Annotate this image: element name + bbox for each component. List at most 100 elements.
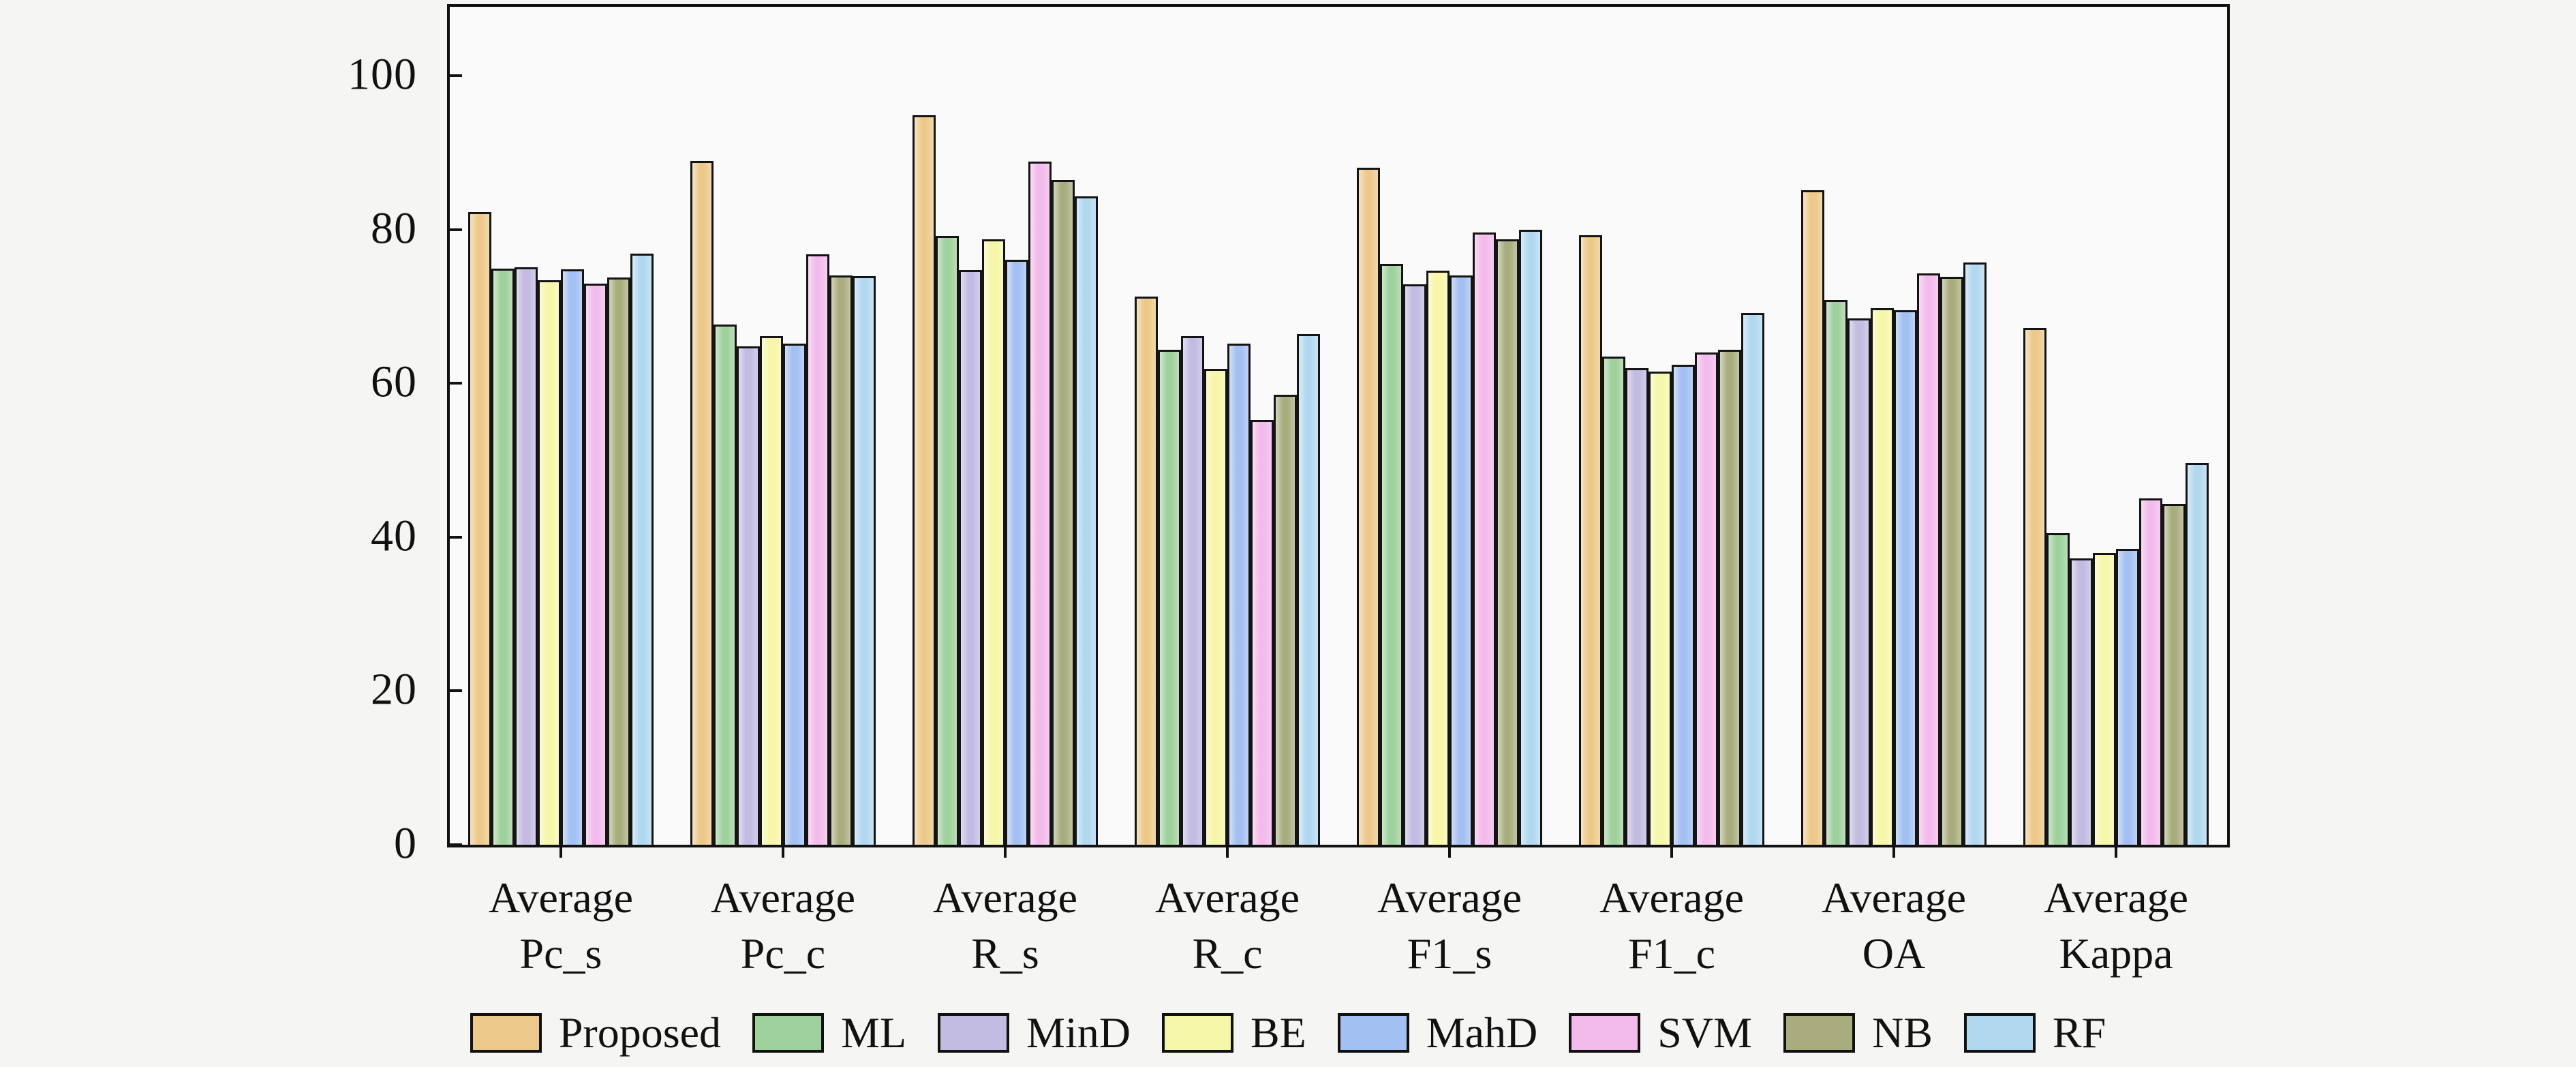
bar-Proposed <box>2023 327 2046 845</box>
legend-swatch-RF <box>1963 1013 2036 1053</box>
bar-MinD <box>2070 558 2093 845</box>
x-axis-label: Average OA <box>1822 873 1966 978</box>
bar-SVM <box>1251 419 1274 845</box>
legend-label: BE <box>1250 1008 1306 1057</box>
legend-label: RF <box>2052 1008 2106 1057</box>
bar-ML <box>1824 299 1847 845</box>
bar-RF <box>630 254 654 845</box>
x-axis-label: Average R_c <box>1155 873 1300 978</box>
bar-ML <box>1158 350 1181 845</box>
x-axis-tick <box>1226 847 1229 858</box>
bar-ML <box>1602 357 1625 845</box>
bar-MahD <box>1005 260 1028 845</box>
x-axis-label: Average Pc_c <box>711 873 855 978</box>
bar-SVM <box>2139 498 2162 845</box>
legend-swatch-ML <box>752 1013 825 1053</box>
legend-swatch-SVM <box>1569 1013 1641 1053</box>
bar-Proposed <box>913 115 936 845</box>
bar-group <box>1783 7 2005 845</box>
bar-Proposed <box>690 160 714 845</box>
bar-BE <box>1204 369 1227 845</box>
legend-item-RF: RF <box>1963 1008 2106 1058</box>
plot-area <box>447 4 2230 847</box>
bar-ML <box>1380 263 1403 845</box>
bar-BE <box>982 239 1005 845</box>
bar-group <box>1116 7 1338 845</box>
bar-Proposed <box>1357 168 1380 845</box>
bar-RF <box>1963 262 1987 845</box>
bar-group <box>1338 7 1561 845</box>
bar-RF <box>853 276 876 845</box>
bar-SVM <box>1473 232 1496 845</box>
legend-swatch-NB <box>1783 1013 1855 1053</box>
legend-label: NB <box>1871 1008 1933 1057</box>
x-axis-label: Average Kappa <box>2044 873 2188 978</box>
bar-SVM <box>1028 162 1052 845</box>
bar-NB <box>1496 239 1519 845</box>
bar-MinD <box>959 270 982 845</box>
x-axis-tick <box>2115 847 2117 858</box>
bar-Proposed <box>1135 297 1158 845</box>
bar-ML <box>714 325 737 845</box>
bar-BE <box>2093 552 2116 845</box>
legend-item-NB: NB <box>1783 1008 1933 1058</box>
bar-RF <box>1519 230 1542 845</box>
y-axis-label: 20 <box>371 664 417 715</box>
bar-MahD <box>561 269 584 845</box>
legend-swatch-MahD <box>1337 1013 1409 1053</box>
bar-group <box>894 7 1116 845</box>
bar-MahD <box>1450 275 1473 845</box>
x-axis-tick <box>782 847 784 858</box>
legend-item-MinD: MinD <box>938 1008 1131 1058</box>
x-axis-tick <box>559 847 562 858</box>
y-axis-tick <box>450 382 462 385</box>
bar-MinD <box>1181 335 1204 845</box>
bar-MinD <box>737 346 760 845</box>
legend-label: MinD <box>1026 1008 1131 1057</box>
x-axis-tick <box>1670 847 1673 858</box>
legend-label: MahD <box>1426 1008 1538 1057</box>
x-axis-label: Average R_s <box>933 873 1077 978</box>
bar-NB <box>1274 394 1297 845</box>
legend-label: SVM <box>1657 1008 1752 1057</box>
bar-BE <box>1649 371 1672 845</box>
bar-ML <box>491 268 515 845</box>
bar-NB <box>1052 180 1075 845</box>
bar-BE <box>1426 271 1450 845</box>
legend-item-BE: BE <box>1161 1008 1306 1058</box>
bar-SVM <box>1917 273 1940 845</box>
bar-group <box>2005 7 2227 845</box>
y-axis-tick <box>450 535 462 539</box>
bar-MahD <box>2116 549 2139 845</box>
x-axis-label: Average F1_s <box>1377 873 1522 978</box>
bar-RF <box>1297 333 1320 845</box>
bar-group <box>450 7 672 845</box>
bar-MinD <box>1625 368 1649 845</box>
legend-item-MahD: MahD <box>1337 1008 1538 1058</box>
bar-group <box>672 7 894 845</box>
y-axis-tick <box>450 228 462 231</box>
legend-swatch-Proposed <box>470 1013 542 1053</box>
bar-MinD <box>515 267 538 845</box>
y-axis-label: 100 <box>348 49 417 100</box>
bar-MinD <box>1847 318 1871 845</box>
bar-RF <box>1075 196 1098 845</box>
x-axis-tick <box>1004 847 1007 858</box>
bar-NB <box>1718 350 1741 845</box>
bar-MahD <box>1672 364 1695 845</box>
bar-BE <box>538 280 561 845</box>
x-axis-label: Average F1_c <box>1599 873 1744 978</box>
bar-Proposed <box>468 212 491 845</box>
bar-Proposed <box>1801 190 1824 845</box>
legend-item-ML: ML <box>752 1008 906 1058</box>
bar-group <box>1561 7 1783 845</box>
bar-NB <box>2162 503 2186 845</box>
bar-SVM <box>1695 352 1718 845</box>
x-axis-tick <box>1448 847 1451 858</box>
bar-NB <box>607 277 630 845</box>
y-axis-label: 60 <box>371 357 417 407</box>
bar-ML <box>936 236 959 845</box>
legend-item-SVM: SVM <box>1569 1008 1752 1058</box>
legend-swatch-BE <box>1161 1013 1233 1053</box>
